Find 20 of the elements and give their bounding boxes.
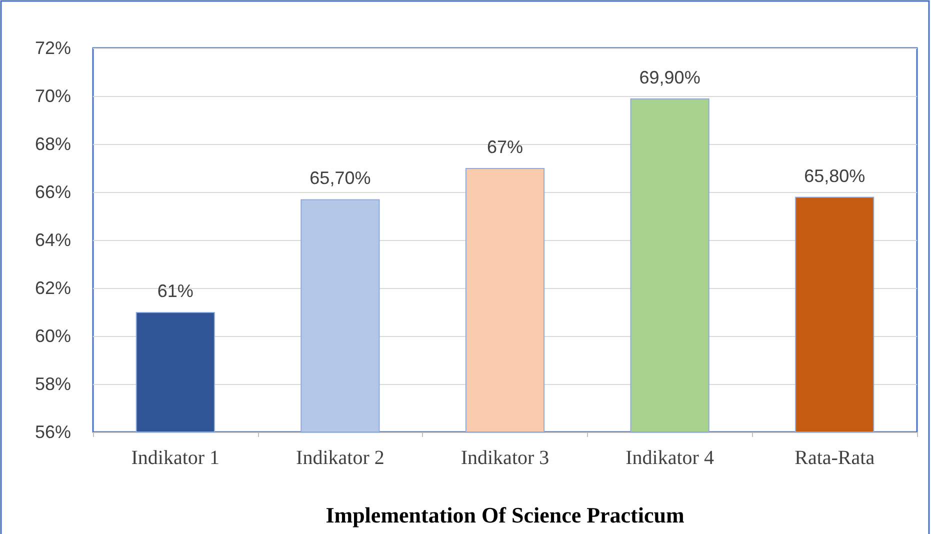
data-label: 67%	[486, 137, 524, 157]
data-label: 69,90%	[639, 67, 700, 88]
x-tick-label: Indikator 3	[460, 447, 550, 469]
y-tick-label: 66%	[34, 182, 71, 202]
y-tick-label: 68%	[34, 134, 71, 154]
x-tick-label: Rata-Rata	[794, 447, 875, 469]
x-axis-title: Implementation Of Science Practicum	[326, 502, 684, 528]
x-tick-label: Indikator 4	[626, 447, 714, 469]
x-tick-label: Indikator 2	[296, 447, 384, 469]
data-label: 65,70%	[310, 168, 371, 188]
y-tick-label: 64%	[34, 230, 71, 250]
y-tick-label: 60%	[34, 326, 71, 346]
x-tick-label: Indikator 1	[131, 447, 220, 469]
y-tick-label: 70%	[34, 86, 71, 106]
data-label: 61%	[157, 281, 194, 301]
y-tick-label: 58%	[34, 374, 71, 394]
y-tick-label: 62%	[34, 278, 71, 298]
y-tick-label: 72%	[34, 38, 71, 58]
y-tick-label: 56%	[34, 422, 71, 442]
data-label: 65,80%	[804, 166, 866, 186]
